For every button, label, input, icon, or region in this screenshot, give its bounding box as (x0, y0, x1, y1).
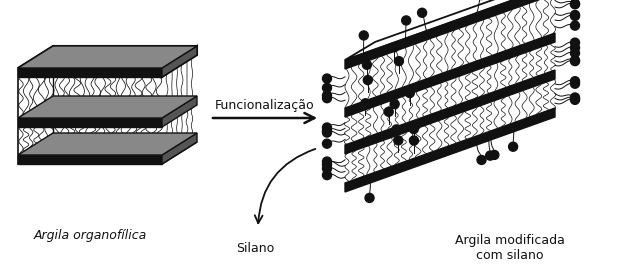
Text: Argila modificada
com silano: Argila modificada com silano (455, 234, 565, 262)
Circle shape (363, 76, 373, 84)
Circle shape (323, 171, 331, 180)
Circle shape (394, 57, 404, 66)
Circle shape (323, 128, 331, 137)
Circle shape (409, 136, 419, 145)
Circle shape (363, 60, 371, 69)
Circle shape (323, 139, 331, 148)
Circle shape (323, 164, 331, 173)
Text: Argila organofílica: Argila organofílica (34, 228, 146, 242)
Text: Funcionalização: Funcionalização (215, 98, 315, 111)
Polygon shape (162, 96, 197, 127)
Circle shape (571, 94, 579, 103)
Circle shape (323, 91, 331, 100)
Text: Silano: Silano (236, 242, 274, 254)
Circle shape (571, 12, 579, 20)
Polygon shape (18, 96, 197, 118)
Polygon shape (162, 133, 197, 164)
Circle shape (571, 77, 579, 86)
Circle shape (571, 79, 579, 88)
Polygon shape (345, 108, 555, 192)
Polygon shape (18, 118, 162, 127)
Circle shape (384, 107, 393, 116)
Circle shape (571, 93, 579, 102)
Circle shape (392, 125, 401, 134)
Circle shape (571, 56, 579, 65)
Circle shape (323, 94, 331, 103)
Polygon shape (18, 46, 197, 68)
Circle shape (477, 155, 486, 164)
Circle shape (359, 31, 368, 40)
Polygon shape (345, 70, 555, 154)
Circle shape (571, 0, 579, 8)
Polygon shape (18, 46, 197, 68)
Circle shape (390, 100, 399, 109)
Circle shape (571, 0, 579, 9)
Circle shape (406, 89, 414, 98)
Circle shape (394, 136, 402, 145)
Circle shape (571, 10, 579, 19)
Circle shape (365, 193, 374, 202)
Polygon shape (162, 46, 197, 77)
Circle shape (571, 95, 579, 104)
Circle shape (571, 21, 579, 30)
Polygon shape (162, 46, 197, 77)
Circle shape (323, 83, 331, 92)
Circle shape (571, 43, 579, 52)
Polygon shape (345, 33, 555, 117)
Circle shape (390, 43, 399, 52)
Circle shape (571, 56, 579, 66)
Circle shape (486, 151, 495, 160)
Circle shape (417, 8, 427, 17)
Polygon shape (345, 0, 585, 60)
Circle shape (323, 74, 331, 83)
Circle shape (508, 142, 518, 151)
Circle shape (323, 160, 331, 169)
Polygon shape (18, 155, 162, 164)
Circle shape (409, 125, 418, 133)
Circle shape (571, 38, 579, 47)
Circle shape (361, 99, 370, 108)
Polygon shape (18, 133, 197, 155)
Polygon shape (18, 68, 162, 77)
Circle shape (323, 123, 331, 132)
Circle shape (323, 157, 331, 166)
Polygon shape (345, 0, 555, 69)
Circle shape (571, 49, 579, 58)
Circle shape (402, 16, 411, 25)
Circle shape (323, 126, 331, 135)
FancyArrowPatch shape (255, 149, 315, 223)
Circle shape (490, 150, 499, 160)
